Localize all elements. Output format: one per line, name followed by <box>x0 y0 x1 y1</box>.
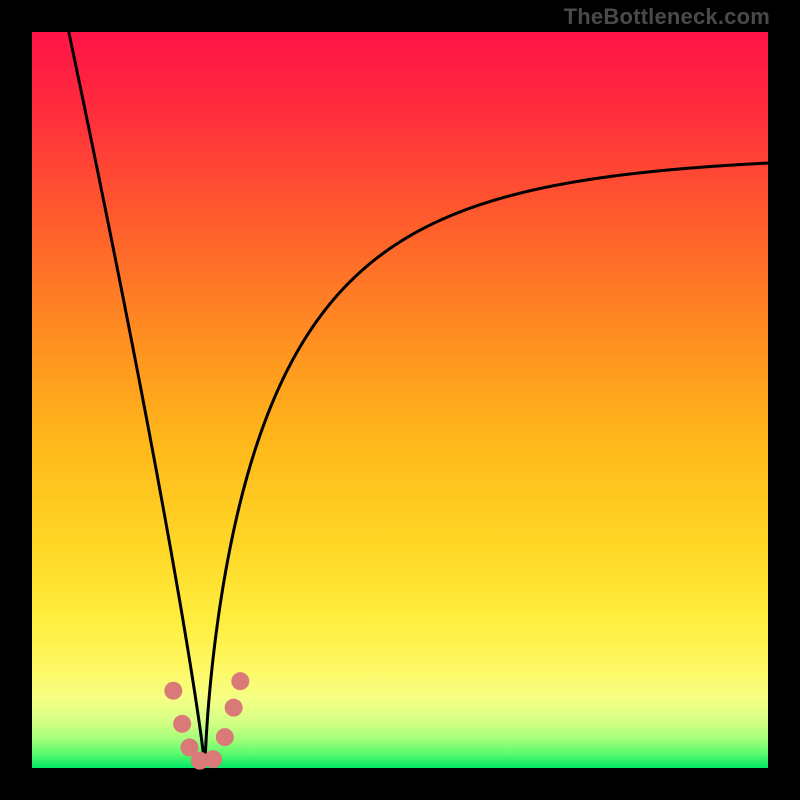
watermark-text: TheBottleneck.com <box>564 4 770 30</box>
marker-dot <box>164 682 182 700</box>
marker-dot <box>216 728 234 746</box>
chart-stage: TheBottleneck.com <box>0 0 800 800</box>
marker-dot <box>231 672 249 690</box>
marker-dot <box>204 750 222 768</box>
bottleneck-curve <box>69 32 768 765</box>
chart-svg <box>0 0 800 800</box>
marker-dot <box>225 699 243 717</box>
marker-dot <box>173 715 191 733</box>
